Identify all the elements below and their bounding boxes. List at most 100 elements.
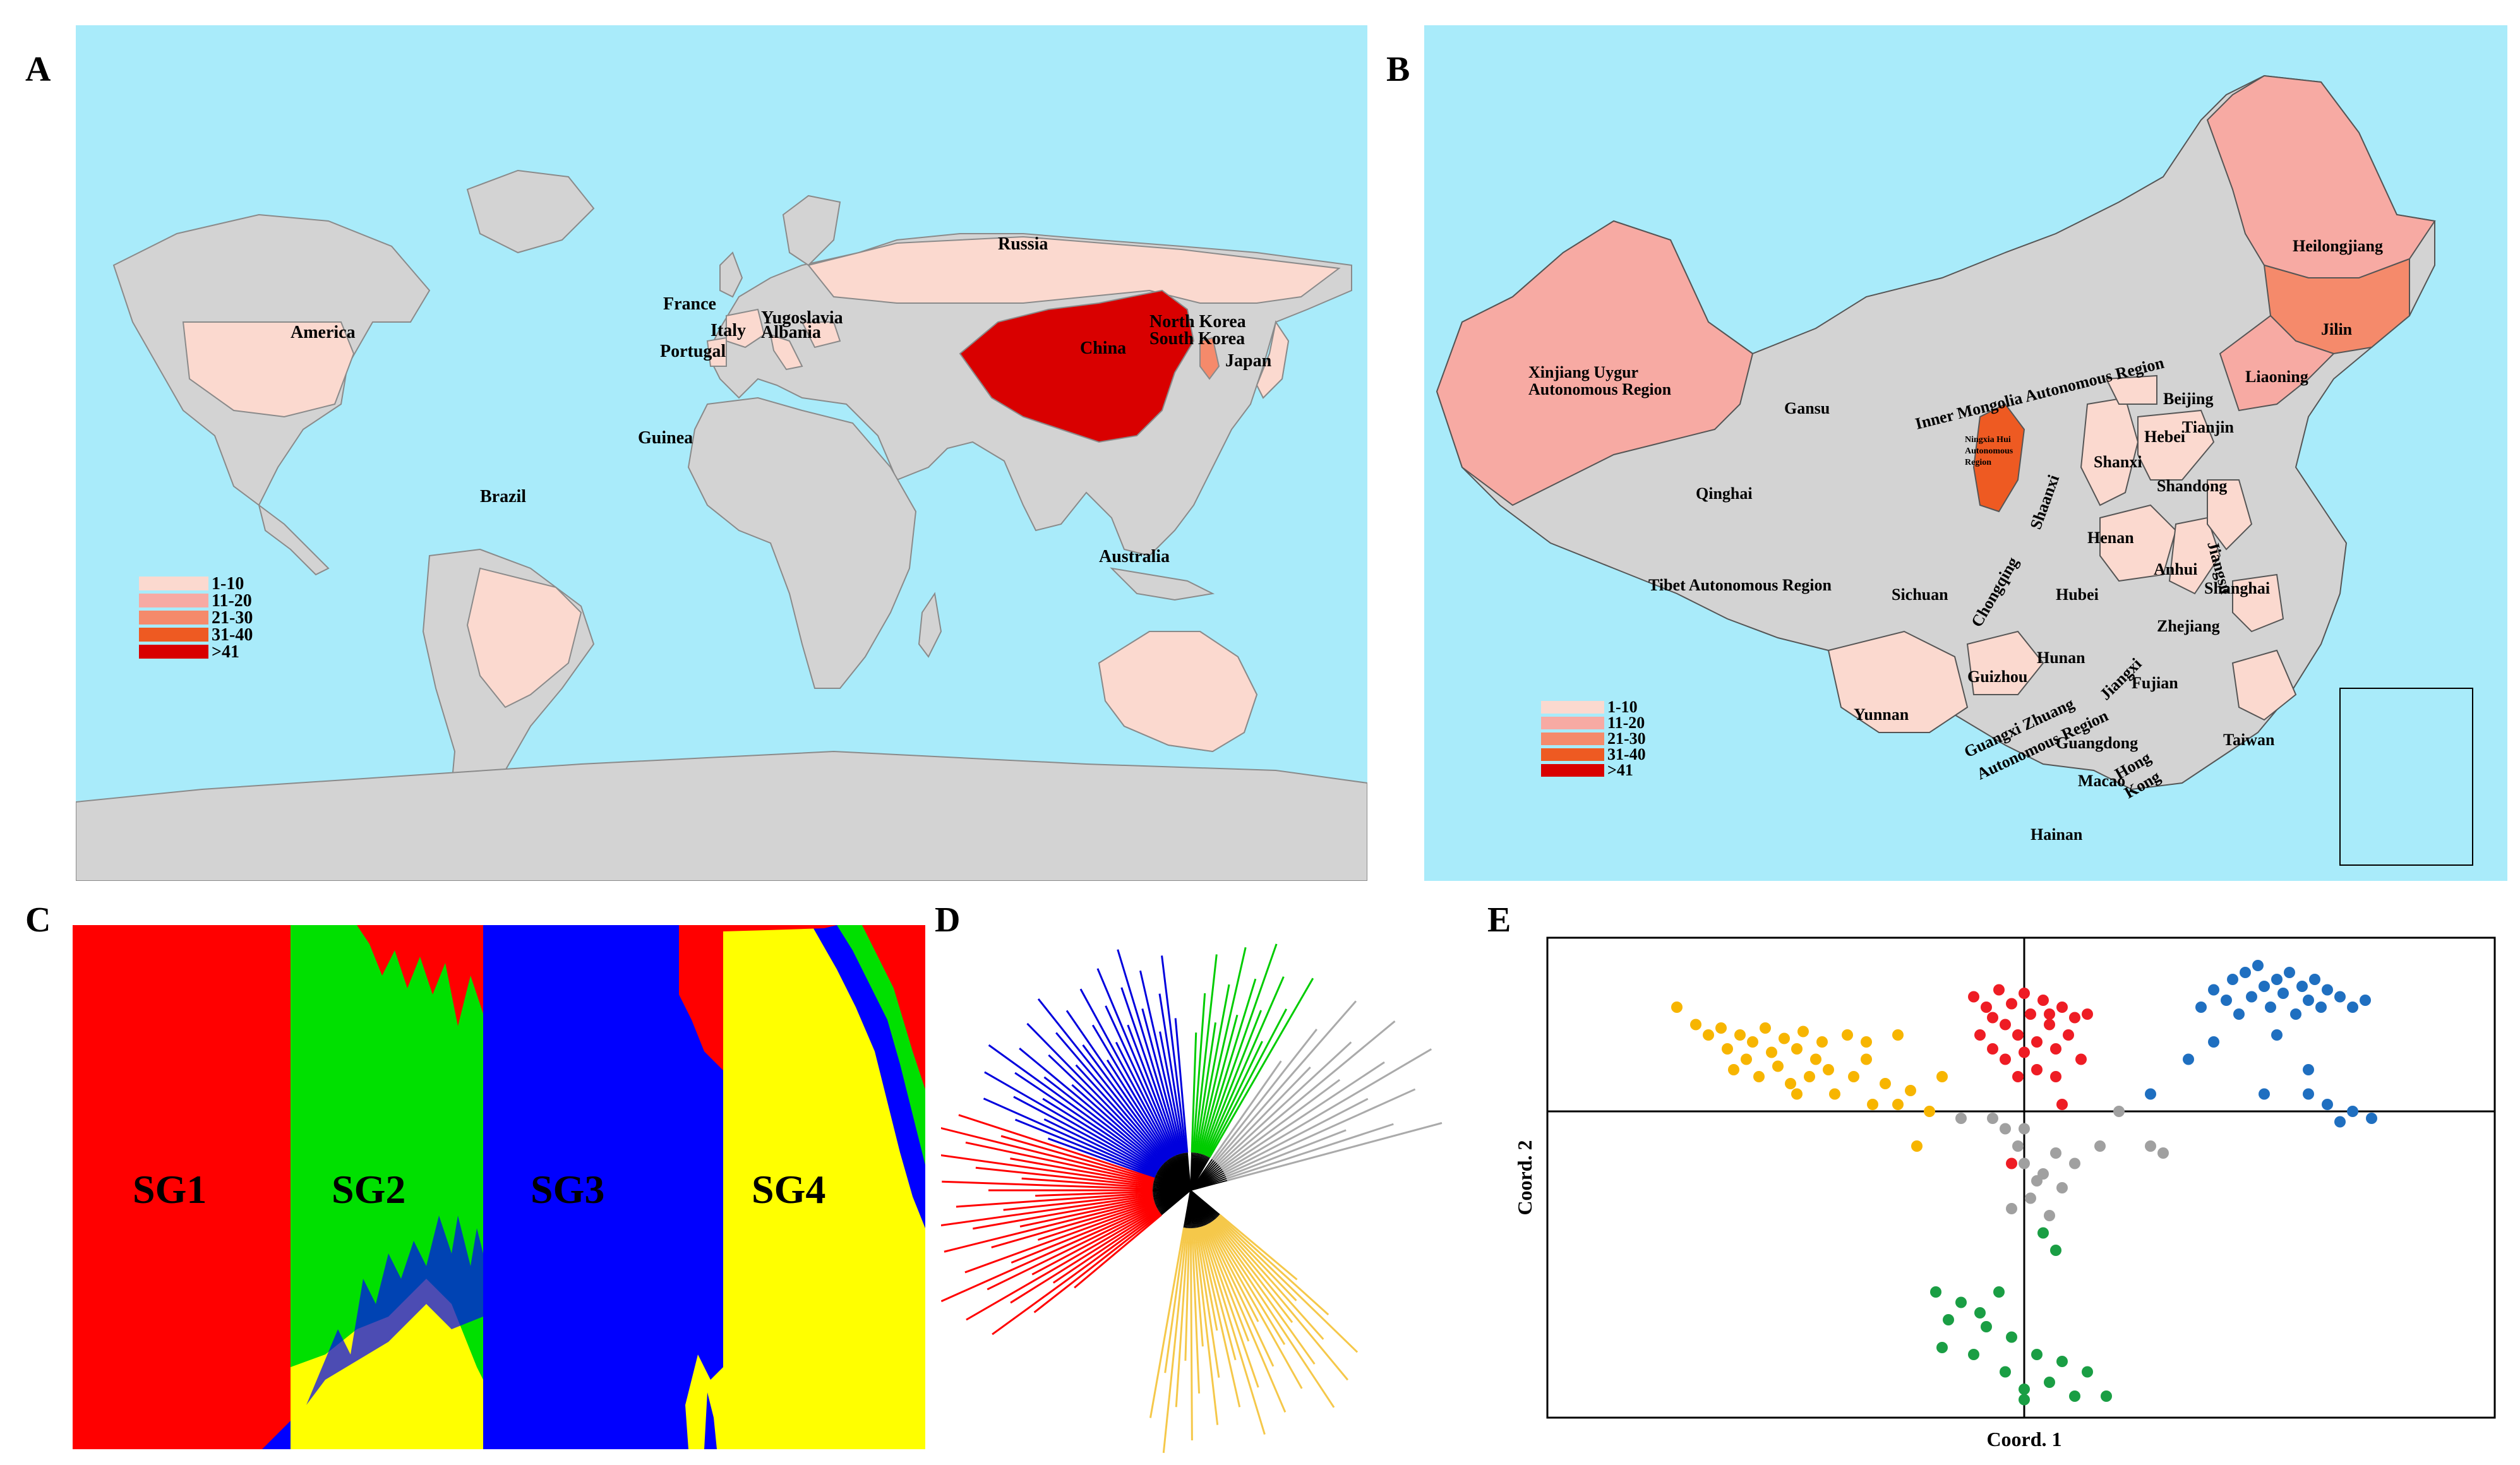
panel-label-b: B	[1386, 50, 1410, 89]
pcoa-point-blue	[2309, 974, 2320, 985]
tree-branch	[1127, 1024, 1179, 1156]
pcoa-point-grey	[2025, 1192, 2036, 1204]
pcoa-point-blue	[2271, 974, 2283, 985]
tree-branch	[1105, 1005, 1176, 1157]
pcoa-point-blue	[2315, 1002, 2327, 1013]
legend-a-1-10: 1-10	[212, 574, 244, 594]
tree-branch	[1031, 1207, 1158, 1276]
tree-branch	[1213, 1029, 1317, 1161]
pcoa-point-blue	[2290, 1008, 2301, 1020]
structure-plot-panel: SG1 SG2 SG3 SG4	[73, 925, 925, 1449]
tree-branch	[1201, 1226, 1266, 1435]
tree-branch	[984, 1071, 1158, 1173]
pcoa-point-grey	[2006, 1203, 2017, 1214]
pcoa-point-green	[2069, 1390, 2080, 1402]
pcoa-point-red	[2056, 1099, 2068, 1110]
pcoa-panel: Coord. 1 Coord. 2	[1513, 936, 2496, 1450]
tree-branch	[1220, 1079, 1341, 1169]
tree-branch	[1096, 968, 1177, 1156]
tree-branch	[1199, 1226, 1237, 1361]
tree-branch	[941, 1205, 1156, 1303]
country-label-australia: Australia	[1099, 547, 1170, 566]
country-label-brazil: Brazil	[480, 487, 526, 506]
tree-branch	[1206, 1224, 1275, 1367]
tree-branch	[1043, 1118, 1157, 1175]
pcoa-point-blue	[2271, 1029, 2283, 1041]
pcoa-point-yellow	[1760, 1022, 1771, 1034]
tree-branch	[941, 1154, 1153, 1187]
pcoa-point-blue	[2334, 991, 2346, 1003]
tree-branch	[1158, 993, 1186, 1153]
pcoa-point-red	[2063, 1029, 2074, 1041]
tree-branch	[1074, 1214, 1163, 1289]
pcoa-point-blue	[2360, 995, 2371, 1006]
pcoa-point-green	[2082, 1366, 2093, 1378]
pcoa-point-blue	[2277, 988, 2289, 999]
tree-branch	[1203, 1010, 1263, 1156]
pcoa-point-yellow	[1797, 1026, 1809, 1037]
panel-label-e: E	[1487, 900, 1511, 940]
pcoa-point-grey	[2094, 1140, 2106, 1152]
pcoa-point-yellow	[1747, 1036, 1758, 1048]
tree-branch	[1225, 1088, 1416, 1176]
tree-branch	[1203, 1225, 1250, 1342]
pcoa-point-green	[2050, 1245, 2061, 1256]
tree-branch	[1048, 1054, 1164, 1165]
tree-branch	[942, 1180, 1153, 1190]
pcoa-point-red	[2019, 1046, 2030, 1058]
province-zhejiang: Zhejiang	[2157, 617, 2220, 635]
tree-branch	[1042, 1097, 1159, 1171]
tree-branch	[1052, 1211, 1160, 1284]
tree-branch	[1204, 1224, 1287, 1413]
pcoa-point-yellow	[1936, 1071, 1948, 1082]
pcoa-point-yellow	[1722, 1043, 1733, 1055]
pcoa-point-red	[1987, 1043, 1998, 1055]
tree-branch	[1191, 1228, 1201, 1394]
tree-branch	[1202, 943, 1278, 1155]
tree-branch	[1227, 1121, 1443, 1181]
pcoa-point-blue	[2265, 1002, 2276, 1013]
tree-branch	[987, 1205, 1157, 1291]
pcoa-point-red	[2000, 1053, 2011, 1065]
pcoa-point-yellow	[1791, 1043, 1803, 1055]
tree-branch	[1120, 987, 1180, 1155]
tree-branch	[1189, 1228, 1193, 1441]
tree-branch	[1139, 970, 1184, 1154]
tree-branch	[1014, 1118, 1156, 1177]
pcoa-point-red	[2044, 1008, 2055, 1020]
tree-branch	[1197, 947, 1247, 1154]
pcoa-points	[1671, 960, 2377, 1406]
pcoa-point-blue	[2183, 1053, 2194, 1065]
pcoa-point-yellow	[1791, 1088, 1803, 1100]
pcoa-point-red	[1993, 984, 2005, 996]
pcoa-point-green	[1930, 1286, 1941, 1298]
pcoa-point-green	[1968, 1349, 1979, 1360]
tree-branch	[1065, 1010, 1170, 1160]
tree-branch	[1219, 1020, 1396, 1167]
pcoa-point-red	[2000, 1019, 2011, 1031]
tree-branch	[1223, 1097, 1369, 1174]
tree-branch	[1019, 1197, 1154, 1228]
pcoa-point-yellow	[1816, 1036, 1828, 1048]
tree-branch	[1218, 1214, 1298, 1281]
tree-branch	[1194, 954, 1218, 1153]
tree-branch	[1003, 1193, 1153, 1211]
tree-branch	[1035, 1190, 1153, 1197]
pcoa-point-red	[2069, 1012, 2080, 1024]
tree-branch	[1211, 1060, 1282, 1160]
country-label-yugoslavia: Yugoslavia	[761, 308, 843, 328]
tree-branch	[1161, 955, 1187, 1153]
pcoa-point-red	[2006, 998, 2017, 1010]
pcoa-ylabel: Coord. 2	[1513, 1140, 1536, 1215]
tree-branch	[1014, 1072, 1160, 1170]
pcoa-point-red	[2050, 1043, 2061, 1055]
province-fujian: Fujian	[2132, 674, 2178, 692]
pcoa-point-yellow	[1867, 1099, 1878, 1110]
province-gansu: Gansu	[1784, 399, 1830, 417]
pcoa-point-yellow	[1785, 1078, 1796, 1089]
legend-b-31-40: 31-40	[1607, 745, 1646, 763]
pcoa-point-grey	[2145, 1140, 2156, 1152]
tree-branch	[944, 1199, 1155, 1253]
tree-branch	[1208, 1223, 1303, 1389]
pcoa-point-green	[2044, 1377, 2055, 1388]
